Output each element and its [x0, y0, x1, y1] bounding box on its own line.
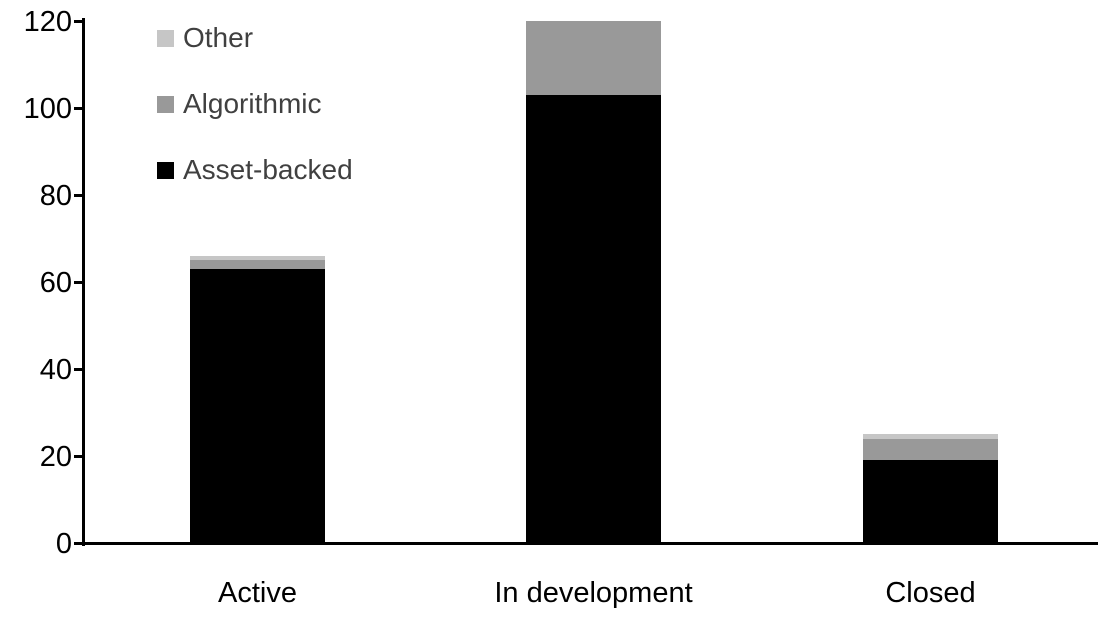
y-axis-tick: [74, 368, 85, 371]
y-axis-tick: [74, 194, 85, 197]
bar-segment-other-active: [190, 256, 325, 260]
y-axis-tick: [74, 281, 85, 284]
y-axis-tick: [74, 542, 85, 545]
bar-segment-asset-backed-active: [190, 269, 325, 543]
legend-item-algorithmic: Algorithmic: [157, 88, 322, 119]
y-axis-tick-label: 0: [55, 528, 72, 560]
y-axis-tick-label: 120: [23, 6, 72, 38]
x-axis-line: [82, 542, 1098, 545]
legend-swatch-algorithmic: [157, 95, 174, 113]
y-axis-tick: [74, 455, 85, 458]
y-axis-tick-label: 80: [39, 180, 72, 212]
bar-segment-asset-backed-in-development: [526, 95, 661, 543]
legend-label: Other: [183, 22, 254, 53]
legend-swatch-other: [157, 29, 174, 47]
bar-segment-other-closed: [863, 434, 998, 439]
x-axis-category-label: Closed: [885, 577, 976, 609]
x-axis-category-label: In development: [494, 577, 693, 609]
y-axis-tick-label: 40: [39, 354, 72, 386]
legend-swatch-asset-backed: [157, 161, 174, 179]
legend-label: Asset-backed: [183, 154, 353, 185]
y-axis-tick: [74, 20, 85, 23]
legend-item-other: Other: [157, 22, 254, 53]
legend-item-asset-backed: Asset-backed: [157, 154, 353, 185]
legend-label: Algorithmic: [183, 88, 322, 119]
y-axis-tick: [74, 107, 85, 110]
bar-segment-algorithmic-active: [190, 260, 325, 269]
y-axis-tick-label: 20: [39, 441, 72, 473]
bar-segment-asset-backed-closed: [863, 460, 998, 543]
x-axis-category-label: Active: [218, 577, 297, 609]
y-axis-tick-label: 100: [23, 93, 72, 125]
bar-segment-algorithmic-closed: [863, 439, 998, 460]
y-axis-tick-label: 60: [39, 267, 72, 299]
bar-segment-algorithmic-in-development: [526, 21, 661, 95]
